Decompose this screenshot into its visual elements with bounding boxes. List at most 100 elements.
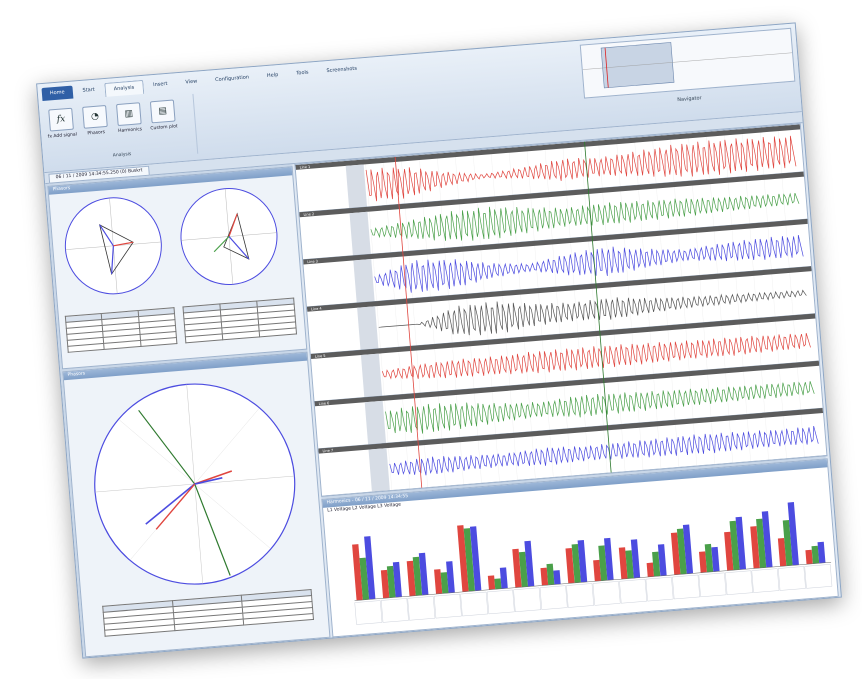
harmonic-bar (440, 572, 449, 594)
tab-tools[interactable]: Tools (296, 69, 309, 77)
plot-icon: ▤ (149, 99, 176, 124)
harmonic-bar (546, 563, 555, 586)
harmonic-bar (787, 502, 799, 566)
group-label: Analysis (112, 152, 132, 159)
custom-plot-label: Custom plot (150, 124, 178, 132)
grid-line (562, 143, 590, 475)
channel-axis (360, 353, 383, 398)
tab-home[interactable]: Home (41, 85, 74, 102)
phasors-button[interactable]: ◔ Phasors (79, 104, 112, 147)
harmonic-value-cell (645, 576, 674, 602)
tab-start[interactable]: Start (82, 86, 96, 94)
harmonics-icon: ▥ (116, 102, 142, 127)
navigator-overview[interactable] (579, 27, 796, 99)
analysis-group: fx fx Add signal ◔ Phasors ▥ Harmonics ▤… (42, 93, 199, 166)
harmonic-value-cell (592, 581, 621, 606)
harmonic-bar (729, 520, 740, 571)
harmonic-bar (657, 544, 667, 577)
time-cursor[interactable] (584, 141, 612, 473)
harmonic-value-cell (804, 564, 833, 589)
harmonic-value-cell (725, 570, 753, 595)
harmonic-value-cell (539, 585, 568, 610)
tab-configuration[interactable]: Configuration (214, 74, 250, 84)
harmonic-bar (625, 550, 634, 579)
harmonic-value-cell (407, 596, 436, 621)
harmonic-bar (782, 520, 793, 566)
harmonics-button[interactable]: ▥ Harmonics (113, 102, 146, 144)
harmonic-value-cell (433, 593, 462, 619)
harmonic-bar (618, 547, 628, 580)
harmonic-value-cell (460, 591, 489, 617)
harmonic-bar (750, 526, 760, 569)
harmonic-bar (593, 559, 602, 582)
measurement-table (182, 297, 298, 344)
function-icon: fx (48, 107, 74, 132)
channel-header (295, 124, 801, 170)
add-signal-button[interactable]: fx fx Add signal (45, 107, 78, 149)
waveform-trace (385, 381, 815, 434)
harmonic-bar (392, 561, 402, 598)
channel-axis (368, 448, 390, 492)
grid-line (508, 147, 536, 479)
grid-line (418, 154, 446, 486)
harmonic-bar (676, 528, 687, 575)
phasor-icon: ◔ (82, 104, 108, 129)
harmonic-value-cell (566, 583, 594, 608)
harmonic-value-cell (778, 566, 806, 591)
harmonic-bar (711, 546, 720, 572)
grid-line (454, 152, 482, 484)
grid-line (723, 130, 751, 462)
tab-help[interactable]: Help (266, 72, 279, 79)
grid-line (741, 129, 769, 460)
channel-label: Line 1 (300, 165, 311, 170)
harmonic-bar (512, 548, 522, 588)
grid-line (400, 156, 428, 488)
harmonic-bar (670, 532, 681, 575)
harmonic-bar (761, 511, 773, 568)
measurement-table (64, 307, 178, 353)
harmonic-bar (577, 540, 588, 583)
channel-header (314, 360, 820, 407)
grid-line (598, 140, 626, 472)
waveform-trace (370, 192, 800, 241)
phasor-table-right (182, 297, 298, 354)
harmonic-bar (553, 570, 561, 585)
waveform-panel: Line 1 Line 2 Line 3 Line 4 Line 5 Line 6 Line… (294, 123, 828, 497)
time-cursor[interactable] (394, 156, 423, 488)
tab-analysis[interactable]: Analysis (104, 79, 144, 97)
channel-label: Line 2 (303, 212, 314, 217)
custom-plot-button[interactable]: ▤ Custom plot (147, 99, 180, 141)
harmonic-bar (352, 544, 363, 601)
harmonic-value-cell (513, 587, 542, 612)
phasor-large-diagram (94, 383, 296, 585)
channel-label: Line 5 (315, 354, 326, 359)
channel-label: Line 6 (319, 401, 330, 406)
phasor-panel-bottom: Phasors (62, 351, 331, 658)
phasor-table-left (64, 307, 178, 364)
channel-header (310, 313, 816, 360)
tab-view[interactable]: View (185, 78, 198, 86)
grid-line (580, 141, 608, 473)
harmonic-bar (811, 545, 820, 564)
navigator-chart (582, 42, 793, 89)
harmonic-bar (682, 524, 694, 574)
channel-header (303, 218, 808, 265)
harmonic-bar (487, 575, 496, 590)
tab-screenshots[interactable]: Screenshots (326, 65, 358, 75)
x-axis (354, 562, 832, 601)
harmonic-bar (457, 525, 469, 592)
harmonic-bar (418, 552, 429, 596)
grid-line (490, 149, 518, 481)
harmonic-bar (434, 569, 443, 595)
grid-line (634, 137, 662, 469)
harmonic-bar (598, 545, 608, 581)
tab-insert[interactable]: Insert (152, 80, 168, 89)
harmonic-bar (604, 537, 614, 581)
grid-line (382, 157, 411, 489)
harmonic-bar (735, 516, 747, 570)
channel-axis (345, 164, 368, 209)
lane-divider (306, 265, 812, 308)
grid-line (759, 127, 787, 459)
grid-line (652, 136, 680, 468)
harmonic-value-cell (486, 589, 515, 615)
